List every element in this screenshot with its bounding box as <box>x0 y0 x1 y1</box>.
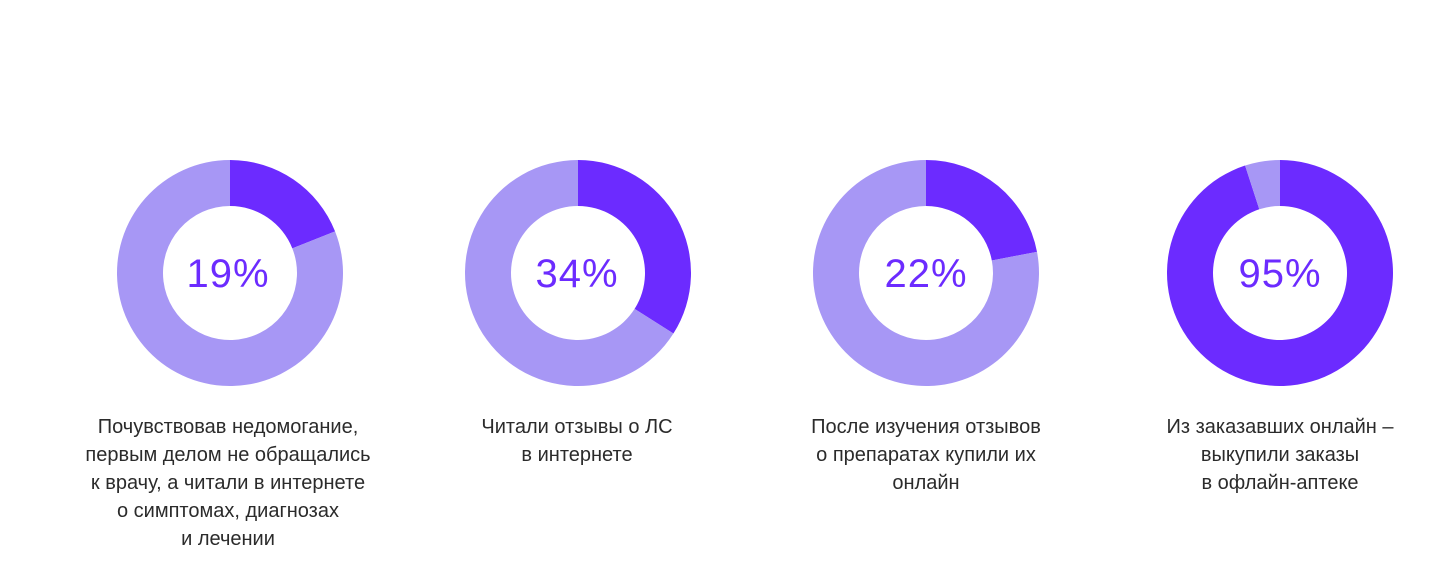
donut-chart-2 <box>465 160 691 386</box>
caption-1: Почувствовав недомогание, первым делом н… <box>78 413 378 553</box>
caption-2-line-1: Читали отзывы о ЛС <box>481 416 673 438</box>
donut-svg-4 <box>1167 160 1393 386</box>
percent-label-2: 34% <box>535 252 619 296</box>
caption-4-line-2: выкупили заказы <box>1200 444 1360 466</box>
donut-svg-2 <box>465 160 691 386</box>
donut-2-rest-slice <box>465 160 674 386</box>
stat-block-4: 95% Из заказавших онлайн – выкупили зака… <box>1130 0 1430 585</box>
caption-1-line-3: к врачу, а читали в интернете <box>90 472 366 494</box>
caption-3: После изучения отзывов о препаратах купи… <box>776 413 1076 497</box>
caption-4-line-1: Из заказавших онлайн – <box>1166 416 1394 438</box>
donut-1-rest-slice <box>117 160 343 386</box>
stat-block-3: 22% После изучения отзывов о препаратах … <box>776 0 1076 585</box>
donut-chart-3 <box>813 160 1039 386</box>
donut-4-rest-slice <box>1245 160 1280 210</box>
stat-block-2: 34% Читали отзывы о ЛС в интернете <box>427 0 727 585</box>
caption-1-line-4: о симптомах, диагнозах <box>117 500 339 522</box>
donut-3-value-slice <box>926 160 1037 261</box>
donut-4-value-slice <box>1167 160 1393 386</box>
donut-2-value-slice <box>578 160 691 334</box>
caption-2: Читали отзывы о ЛС в интернете <box>427 413 727 469</box>
donut-svg-1 <box>117 160 343 386</box>
donut-chart-4 <box>1167 160 1393 386</box>
caption-2-line-2: в интернете <box>521 444 633 466</box>
percent-label-1: 19% <box>186 252 270 296</box>
caption-1-line-2: первым делом не обращались <box>85 444 371 466</box>
stat-block-1: 19% Почувствовав недомогание, первым дел… <box>78 0 378 585</box>
percent-label-4: 95% <box>1238 252 1322 296</box>
donut-3-rest-slice <box>813 160 1039 386</box>
caption-1-line-1: Почувствовав недомогание, <box>97 416 359 438</box>
caption-4: Из заказавших онлайн – выкупили заказы в… <box>1130 413 1430 497</box>
donut-1-value-slice <box>230 160 336 249</box>
caption-3-line-2: о препаратах купили их <box>816 444 1036 466</box>
caption-1-line-5: и лечении <box>181 528 275 550</box>
caption-3-line-1: После изучения отзывов <box>811 416 1041 438</box>
caption-3-line-3: онлайн <box>892 472 960 494</box>
percent-label-3: 22% <box>884 252 968 296</box>
donut-chart-1 <box>117 160 343 386</box>
caption-4-line-3: в офлайн-аптеке <box>1201 472 1359 494</box>
donut-svg-3 <box>813 160 1039 386</box>
